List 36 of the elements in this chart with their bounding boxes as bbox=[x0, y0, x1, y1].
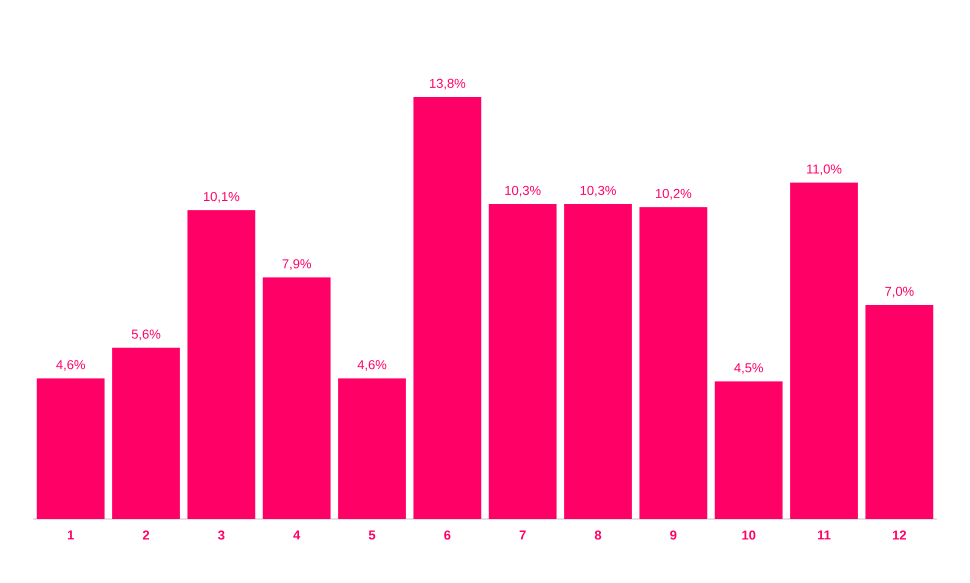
bar bbox=[338, 378, 406, 519]
bar bbox=[564, 204, 632, 519]
bar bbox=[488, 204, 557, 519]
bar bbox=[36, 378, 105, 519]
x-tick-label: 10 bbox=[742, 530, 756, 540]
bar bbox=[262, 277, 331, 519]
data-label: 4,6% bbox=[56, 360, 85, 371]
x-tick-label: 8 bbox=[594, 530, 602, 540]
data-label: 10,3% bbox=[580, 186, 616, 197]
x-tick-label: 5 bbox=[368, 530, 376, 540]
x-tick-label: 6 bbox=[444, 530, 450, 540]
x-tick-label: 1 bbox=[68, 530, 74, 540]
x-tick-label: 9 bbox=[670, 530, 676, 540]
bar bbox=[714, 381, 783, 519]
x-tick-label: 11 bbox=[818, 530, 830, 540]
data-label: 5,6% bbox=[132, 330, 160, 340]
data-label: 10,2% bbox=[656, 188, 692, 200]
data-label: 4,6% bbox=[358, 360, 386, 371]
bar bbox=[187, 210, 256, 519]
bar bbox=[112, 348, 180, 519]
data-label: 10,3% bbox=[505, 186, 541, 197]
bar bbox=[865, 304, 934, 519]
bar bbox=[413, 97, 482, 519]
x-tick-label: 2 bbox=[142, 530, 150, 540]
x-tick-label: 7 bbox=[520, 530, 526, 540]
data-label: 10,1% bbox=[204, 192, 240, 203]
bar bbox=[790, 182, 858, 519]
data-label: 4,5% bbox=[734, 363, 763, 374]
data-label: 13,8% bbox=[430, 78, 466, 90]
bar bbox=[639, 207, 708, 519]
x-tick-label: 12 bbox=[892, 530, 906, 540]
x-tick-label: 4 bbox=[293, 530, 300, 540]
data-label: 7,9% bbox=[282, 259, 311, 270]
data-label: 7,0% bbox=[885, 286, 914, 298]
x-tick-label: 3 bbox=[218, 530, 224, 540]
data-label: 11,0% bbox=[807, 164, 842, 176]
